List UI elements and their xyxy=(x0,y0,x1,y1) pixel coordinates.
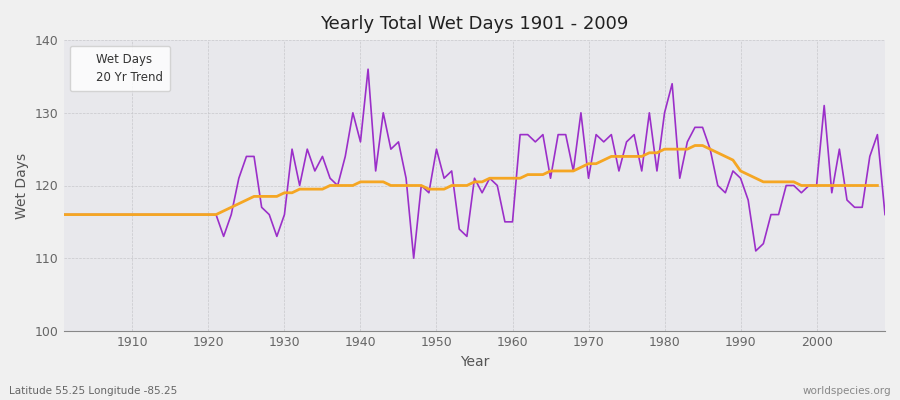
Text: worldspecies.org: worldspecies.org xyxy=(803,386,891,396)
20 Yr Trend xyxy=(142,212,153,217)
Line: Wet Days: Wet Days xyxy=(64,69,885,258)
Legend: Wet Days, 20 Yr Trend: Wet Days, 20 Yr Trend xyxy=(70,46,170,91)
20 Yr Trend xyxy=(58,212,69,217)
Wet Days xyxy=(409,256,419,260)
Wet Days xyxy=(120,212,130,217)
Title: Yearly Total Wet Days 1901 - 2009: Yearly Total Wet Days 1901 - 2009 xyxy=(320,15,629,33)
Wet Days xyxy=(522,132,533,137)
Wet Days xyxy=(614,168,625,173)
Wet Days xyxy=(332,183,343,188)
20 Yr Trend xyxy=(689,143,700,148)
20 Yr Trend xyxy=(872,183,883,188)
20 Yr Trend xyxy=(864,183,875,188)
Wet Days xyxy=(286,147,297,152)
Wet Days xyxy=(515,132,526,137)
Wet Days xyxy=(363,67,374,72)
Line: 20 Yr Trend: 20 Yr Trend xyxy=(64,146,878,214)
Wet Days xyxy=(879,212,890,217)
20 Yr Trend xyxy=(766,180,777,184)
X-axis label: Year: Year xyxy=(460,355,490,369)
20 Yr Trend xyxy=(713,150,724,155)
Wet Days xyxy=(58,212,69,217)
Text: Latitude 55.25 Longitude -85.25: Latitude 55.25 Longitude -85.25 xyxy=(9,386,177,396)
20 Yr Trend xyxy=(188,212,199,217)
20 Yr Trend xyxy=(438,187,449,192)
Y-axis label: Wet Days: Wet Days xyxy=(15,152,29,218)
